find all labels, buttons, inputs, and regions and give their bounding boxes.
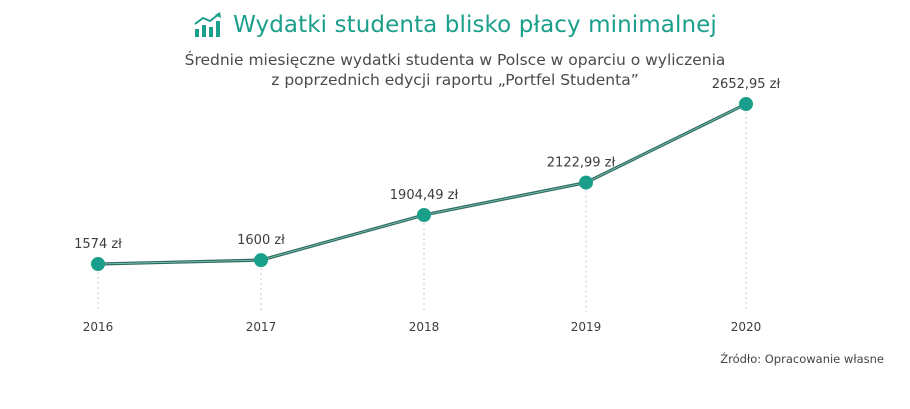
rising-chart-icon — [194, 12, 222, 37]
data-label-2020: 2652,95 zł — [712, 77, 781, 92]
x-tick-label-2019: 2019 — [571, 320, 602, 334]
data-point-2018 — [417, 207, 431, 222]
subtitle-line-1: Średnie miesięczne wydatki studenta w Po… — [184, 51, 726, 69]
x-tick-label-2018: 2018 — [409, 320, 440, 334]
x-tick-label-2016: 2016 — [83, 320, 114, 334]
data-label-2019: 2122,99 zł — [547, 156, 616, 171]
chart-title: Wydatki studenta blisko płacy minimalnej — [233, 12, 717, 38]
series-line-highlight — [97, 103, 747, 265]
data-point-2020 — [739, 97, 753, 111]
subtitle-line-2: z poprzednich edycji raportu „Portfel St… — [271, 71, 639, 89]
chart-header: Wydatki studenta blisko płacy minimalnej… — [0, 12, 910, 90]
title-row: Wydatki studenta blisko płacy minimalnej — [193, 12, 717, 38]
data-point-2017 — [254, 253, 268, 268]
x-tick-label-2017: 2017 — [246, 320, 277, 334]
source-note: Źródło: Opracowanie własne — [720, 352, 884, 366]
x-tick-label-2020: 2020 — [731, 320, 762, 334]
chart-subtitle: Średnie miesięczne wydatki studenta w Po… — [0, 50, 910, 90]
data-label-2018: 1904,49 zł — [390, 188, 459, 203]
data-point-2019 — [579, 175, 593, 190]
data-point-2016 — [91, 257, 105, 271]
series-line — [97, 102, 747, 266]
data-label-2016: 1574 zł — [74, 237, 122, 252]
data-label-2017: 1600 zł — [237, 233, 285, 248]
